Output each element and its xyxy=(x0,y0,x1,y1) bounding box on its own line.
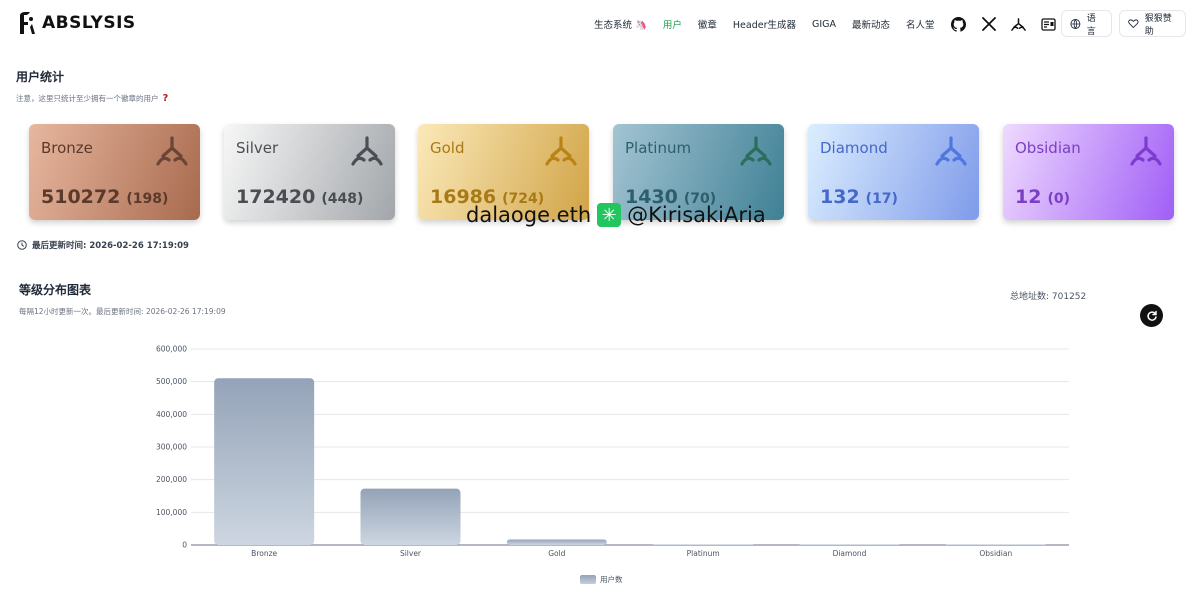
y-tick-label: 600,000 xyxy=(156,345,187,354)
bar-diamond[interactable] xyxy=(799,544,900,546)
y-tick-label: 100,000 xyxy=(156,508,187,517)
tier-card-gold[interactable]: Gold 16986 (724) xyxy=(418,124,589,220)
language-button[interactable]: 语言 xyxy=(1061,10,1112,37)
x-tick-label: Silver xyxy=(400,549,422,558)
tier-total: 132 xyxy=(820,186,860,208)
tier-card-bronze[interactable]: Bronze 510272 (198) xyxy=(29,124,200,220)
tier-total: 1430 xyxy=(625,186,678,208)
nav-ecosystem[interactable]: 生态系统 🦄 xyxy=(594,20,647,31)
question-icon[interactable]: ? xyxy=(162,93,169,104)
y-tick-label: 300,000 xyxy=(156,443,187,452)
watermark-overlay: dalaoge.eth ✳ @KirisakiAria xyxy=(466,203,766,227)
x-tick-label: Obsidian xyxy=(979,549,1012,558)
y-tick-label: 200,000 xyxy=(156,475,187,484)
abstract-logo-icon xyxy=(156,136,188,166)
globe-icon xyxy=(1070,18,1081,29)
stats-updated-time: 最后更新时间: 2026-02-26 17:19:09 xyxy=(17,239,189,251)
nav-header-generator[interactable]: Header生成器 xyxy=(732,20,796,31)
sparkle-icon: ✳ xyxy=(597,203,622,227)
nav-giga[interactable]: GIGA xyxy=(811,18,837,30)
tier-value: 172420 (448) xyxy=(236,186,363,208)
tier-card-silver[interactable]: Silver 172420 (448) xyxy=(224,124,395,220)
main-nav: 生态系统 🦄 用户 徽章 Header生成器 GIGA 最新动态 名人堂 xyxy=(594,14,1071,34)
tier-name: Bronze xyxy=(41,139,93,157)
tier-count: (724) xyxy=(502,191,545,207)
tier-value: 132 (17) xyxy=(820,186,898,208)
tier-value: 1430 (70) xyxy=(625,186,716,208)
user-stats-note-text: 注意，这里只统计至少拥有一个徽章的用户 xyxy=(16,94,159,103)
tier-value: 510272 (198) xyxy=(41,186,168,208)
watermark-right: @KirisakiAria xyxy=(627,203,766,227)
github-icon[interactable] xyxy=(951,16,967,32)
chart-svg: 0 100,000 200,000 300,000 400,000 500,000 600,… xyxy=(156,345,1069,558)
bar-gold[interactable] xyxy=(506,539,607,545)
chart-legend[interactable]: 用户数 xyxy=(580,574,623,585)
y-tick-label: 500,000 xyxy=(156,377,187,386)
x-tick-label: Bronze xyxy=(251,549,277,558)
refresh-button[interactable] xyxy=(1140,304,1163,327)
donate-button[interactable]: 狠狠赞助 xyxy=(1119,10,1186,37)
tier-name: Gold xyxy=(430,139,465,157)
nav-latest-news[interactable]: 最新动态 xyxy=(852,20,891,31)
tier-name: Silver xyxy=(236,139,279,157)
tier-total: 12 xyxy=(1015,186,1042,208)
logo[interactable]: ABSLYSIS xyxy=(16,10,136,36)
tier-card-platinum[interactable]: Platinum 1430 (70) xyxy=(613,124,784,220)
distribution-note: 每隔12小时更新一次。最后更新时间: 2026-02-26 17:19:09 xyxy=(19,307,226,316)
legend-label: 用户数 xyxy=(600,575,623,584)
top-navbar: ABSLYSIS 生态系统 🦄 用户 徽章 Header生成器 GIGA 最新动… xyxy=(0,0,1200,48)
tier-value: 12 (0) xyxy=(1015,186,1070,208)
total-addresses: 总地址数: 701252 xyxy=(1010,292,1087,302)
tier-card-diamond[interactable]: Diamond 132 (17) xyxy=(808,124,979,220)
abstract-logo-icon xyxy=(1130,136,1162,166)
level-distribution-chart: 0 100,000 200,000 300,000 400,000 500,000 600,… xyxy=(0,330,1200,600)
abstract-logo-icon xyxy=(740,136,772,166)
abstract-logo-icon xyxy=(351,136,383,166)
abstract-logo-icon xyxy=(935,136,967,166)
tier-total: 16986 xyxy=(430,186,497,208)
card-icon[interactable] xyxy=(1041,16,1057,32)
user-stats-title: 用户统计 xyxy=(16,70,65,84)
x-tick-label: Diamond xyxy=(833,549,867,558)
watermark-left: dalaoge.eth xyxy=(466,203,592,227)
nav-hall-of-fame[interactable]: 名人堂 xyxy=(906,20,935,31)
tier-total: 510272 xyxy=(41,186,121,208)
tier-count: (198) xyxy=(126,191,169,207)
tier-name: Platinum xyxy=(625,139,692,157)
bar-silver[interactable] xyxy=(360,488,461,545)
heart-icon xyxy=(1128,19,1139,29)
distribution-title: 等级分布图表 xyxy=(19,283,92,297)
bar-platinum[interactable] xyxy=(653,544,754,546)
abstract-logo-icon xyxy=(545,136,577,166)
refresh-icon xyxy=(1146,310,1157,321)
x-tick-label: Gold xyxy=(548,549,565,558)
x-tick-label: Platinum xyxy=(687,549,720,558)
tier-card-obsidian[interactable]: Obsidian 12 (0) xyxy=(1003,124,1174,220)
legend-swatch xyxy=(580,575,596,584)
y-tick-label: 400,000 xyxy=(156,410,187,419)
tier-count: (17) xyxy=(865,191,898,207)
nav-users[interactable]: 用户 xyxy=(662,20,682,31)
tier-count: (0) xyxy=(1047,191,1070,207)
language-label: 语言 xyxy=(1086,13,1096,37)
stats-updated-text: 最后更新时间: 2026-02-26 17:19:09 xyxy=(32,241,189,251)
logo-text: ABSLYSIS xyxy=(42,13,136,33)
tier-name: Diamond xyxy=(820,139,888,157)
donate-label: 狠狠赞助 xyxy=(1144,13,1172,37)
abstract-icon[interactable] xyxy=(1011,16,1027,32)
bar-obsidian[interactable] xyxy=(945,544,1046,546)
logo-icon xyxy=(20,12,35,34)
user-stats-note: 注意，这里只统计至少拥有一个徽章的用户 ? xyxy=(16,93,168,104)
tier-value: 16986 (724) xyxy=(430,186,544,208)
tier-name: Obsidian xyxy=(1015,139,1081,157)
bar-bronze[interactable] xyxy=(214,378,315,545)
y-tick-label: 0 xyxy=(182,541,187,550)
nav-badges[interactable]: 徽章 xyxy=(697,20,717,31)
tier-count: (448) xyxy=(321,191,364,207)
clock-icon xyxy=(17,240,27,250)
x-icon[interactable] xyxy=(981,16,997,32)
tier-total: 172420 xyxy=(236,186,316,208)
tier-count: (70) xyxy=(683,191,717,207)
